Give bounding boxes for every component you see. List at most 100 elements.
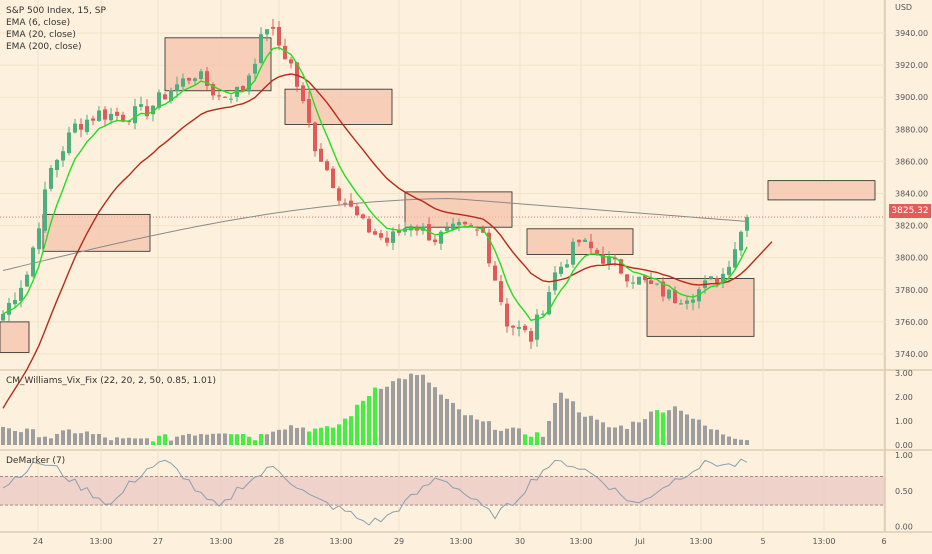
vix-bar bbox=[151, 441, 155, 445]
candle-body bbox=[709, 276, 713, 279]
candle-body bbox=[325, 161, 329, 171]
demarker-legend: DeMarker (7) bbox=[6, 455, 65, 467]
vix-bar bbox=[259, 433, 263, 445]
candle-body bbox=[535, 314, 539, 340]
vix-bar bbox=[139, 438, 143, 445]
x-tick-label: 24 bbox=[33, 537, 43, 546]
price-tick-label: 3820.00 bbox=[895, 222, 928, 231]
supply-demand-zone bbox=[0, 321, 30, 353]
vix-bar bbox=[445, 398, 449, 445]
candle-body bbox=[391, 231, 395, 243]
candle-body bbox=[193, 78, 197, 81]
candle-body bbox=[739, 231, 743, 251]
vix-bar bbox=[271, 431, 275, 445]
vix-bar bbox=[643, 419, 647, 445]
vix-bar bbox=[697, 419, 701, 445]
candle-body bbox=[157, 92, 161, 108]
price-tick-label: 3800.00 bbox=[895, 254, 928, 263]
vix-bar bbox=[127, 437, 131, 445]
vix-bar bbox=[133, 438, 137, 445]
demarker-tick-label: 1.00 bbox=[895, 451, 913, 460]
candle-body bbox=[397, 229, 401, 233]
vix-tick-label: 3.00 bbox=[895, 369, 913, 378]
candle-body bbox=[523, 325, 527, 331]
vix-bar bbox=[667, 410, 671, 445]
vix-bar bbox=[67, 429, 71, 445]
candle-body bbox=[145, 106, 149, 117]
candle-body bbox=[517, 326, 521, 329]
vix-bar bbox=[373, 387, 377, 445]
candle-body bbox=[475, 229, 479, 231]
vix-bar bbox=[37, 437, 41, 445]
vix-bar bbox=[559, 392, 563, 445]
vix-bar bbox=[121, 438, 125, 445]
vix-bar bbox=[649, 411, 653, 445]
vix-bar bbox=[343, 418, 347, 445]
candle-body bbox=[13, 299, 17, 305]
vix-bar bbox=[601, 422, 605, 445]
candle-body bbox=[547, 292, 551, 315]
vix-bar bbox=[541, 436, 545, 445]
vix-bar bbox=[253, 440, 257, 445]
vix-bar bbox=[43, 436, 47, 445]
candle-body bbox=[67, 132, 71, 154]
price-tick-label: 3880.00 bbox=[895, 125, 928, 134]
vix-bar bbox=[727, 436, 731, 445]
candle-body bbox=[655, 283, 659, 285]
main-legend: S&P 500 Index, 15, SP EMA (6, close) EMA… bbox=[6, 5, 106, 53]
vix-bar bbox=[325, 426, 329, 445]
candle-body bbox=[1, 314, 5, 321]
vix-bar bbox=[157, 435, 161, 445]
vix-bar bbox=[91, 434, 95, 445]
supply-demand-zone bbox=[767, 180, 876, 201]
candle-body bbox=[457, 221, 461, 226]
demarker-title: DeMarker (7) bbox=[6, 456, 66, 466]
vix-bar bbox=[631, 421, 635, 445]
vix-bar bbox=[211, 433, 215, 445]
vix-bar bbox=[295, 427, 299, 445]
candle-body bbox=[151, 105, 155, 115]
candle-body bbox=[109, 113, 113, 121]
vix-bar bbox=[181, 435, 185, 445]
candle-body bbox=[571, 241, 575, 265]
vix-bar bbox=[109, 440, 113, 445]
candle-body bbox=[379, 233, 383, 238]
candle-body bbox=[241, 86, 245, 92]
vix-bar bbox=[229, 434, 233, 445]
vix-bar bbox=[427, 382, 431, 445]
demarker-band bbox=[0, 476, 885, 506]
candle-body bbox=[733, 249, 737, 268]
vix-bar bbox=[721, 434, 725, 445]
vix-bar bbox=[463, 415, 467, 445]
vix-bar bbox=[385, 386, 389, 445]
vix-bar bbox=[733, 438, 737, 445]
candle-body bbox=[49, 167, 53, 189]
x-tick-label: Jul bbox=[634, 537, 645, 546]
vix-bar bbox=[493, 429, 497, 445]
candle-body bbox=[331, 168, 335, 189]
price-tick-label: 3760.00 bbox=[895, 318, 928, 327]
vix-bar bbox=[583, 416, 587, 445]
vix-bar bbox=[7, 428, 11, 445]
vix-bar bbox=[607, 427, 611, 445]
vix-bar bbox=[547, 420, 551, 445]
vix-bar bbox=[163, 434, 167, 445]
candle-body bbox=[589, 241, 593, 249]
vix-bar bbox=[529, 436, 533, 445]
vix-bar bbox=[691, 418, 695, 445]
candle-body bbox=[595, 249, 599, 255]
vix-bar bbox=[451, 402, 455, 445]
candle-body bbox=[133, 106, 137, 124]
candle-body bbox=[217, 95, 221, 97]
vix-bar bbox=[397, 378, 401, 445]
vix-legend: CM_Williams_Vix_Fix (22, 20, 2, 50, 0.85… bbox=[6, 375, 216, 387]
candle-body bbox=[505, 303, 509, 327]
candle-body bbox=[253, 63, 257, 74]
candle-body bbox=[619, 259, 623, 274]
candle-body bbox=[25, 274, 29, 287]
vix-bar bbox=[535, 432, 539, 445]
candle-body bbox=[577, 239, 581, 243]
candle-body bbox=[715, 278, 719, 284]
